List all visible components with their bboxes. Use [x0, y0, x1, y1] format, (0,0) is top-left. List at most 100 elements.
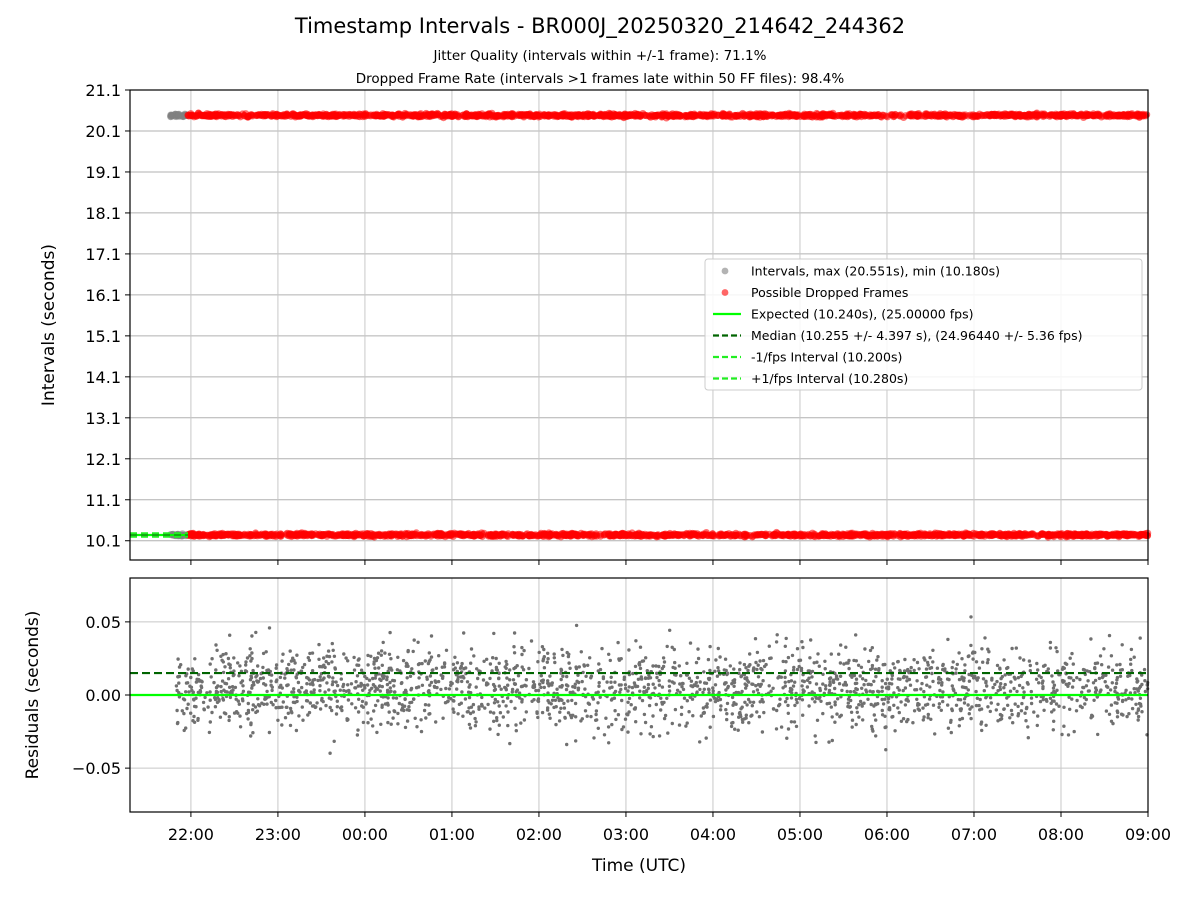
residual-point [1120, 643, 1124, 647]
residual-point [673, 707, 678, 712]
residual-point [899, 700, 903, 704]
residual-point [388, 686, 392, 690]
residual-point [331, 676, 335, 680]
residual-point [657, 734, 662, 738]
residual-point [732, 667, 736, 671]
residual-point [332, 739, 336, 743]
residual-point [482, 659, 486, 663]
residual-point [979, 720, 984, 724]
residual-point [877, 667, 881, 671]
residual-point [565, 742, 569, 747]
residual-point [661, 656, 666, 660]
dropped-frame-point [1121, 531, 1129, 539]
residual-point [995, 663, 1000, 668]
residual-point [396, 722, 400, 726]
residual-point [1026, 725, 1030, 729]
residual-point [256, 664, 260, 668]
residual-point [1012, 686, 1016, 691]
dropped-frame-point [1115, 111, 1123, 119]
residual-point [602, 733, 607, 737]
residual-point [325, 654, 329, 658]
residual-point [586, 701, 590, 705]
dropped-frame-point [559, 110, 567, 118]
residual-point [876, 655, 880, 659]
residual-point [870, 727, 874, 731]
residual-point [548, 716, 552, 720]
residual-point [326, 674, 331, 678]
residual-point [379, 722, 383, 726]
residual-point [453, 666, 457, 670]
residual-point [310, 669, 315, 673]
residual-point [452, 710, 456, 714]
residual-point [227, 715, 231, 719]
residual-point [508, 741, 512, 746]
residual-point [681, 681, 685, 686]
dropped-frame-point [501, 112, 509, 120]
residual-point [241, 684, 245, 688]
residual-point [356, 658, 360, 662]
residual-point [360, 699, 365, 704]
residual-point [685, 661, 689, 665]
residual-point [850, 725, 854, 729]
residual-point [698, 687, 702, 692]
residual-point [560, 647, 564, 652]
y-tick-label: 16.1 [85, 286, 121, 305]
residual-point [633, 664, 638, 669]
residual-point [456, 712, 460, 716]
residual-point [1130, 697, 1134, 701]
residual-point [561, 674, 565, 678]
residual-point [1109, 654, 1114, 658]
y-tick-label: 14.1 [85, 368, 121, 387]
residual-point [790, 653, 795, 658]
dropped-frame-point [877, 113, 886, 121]
residual-point [874, 718, 878, 722]
residual-point [729, 724, 734, 729]
residual-point [301, 665, 305, 670]
residual-point [667, 684, 672, 688]
residual-point [1138, 636, 1142, 640]
residual-point [290, 690, 294, 694]
dropped-frame-point [634, 111, 643, 120]
residual-point [960, 657, 964, 661]
residual-point [1118, 674, 1123, 678]
residual-point [708, 644, 712, 649]
residual-point [801, 645, 805, 650]
residual-point [817, 697, 821, 701]
residual-point [931, 648, 935, 652]
residual-point [917, 708, 922, 712]
residual-point [665, 696, 669, 700]
residual-point [946, 637, 950, 642]
residual-point [444, 686, 448, 691]
dropped-frame-point [908, 532, 916, 540]
dropped-frame-point [229, 532, 237, 540]
residual-point [492, 701, 497, 705]
residual-point [353, 686, 358, 690]
residual-point [783, 680, 787, 684]
residual-point [874, 702, 878, 707]
residual-point [978, 697, 982, 702]
residual-point [1089, 716, 1093, 720]
dropped-frame-point [731, 111, 739, 120]
residual-point [481, 678, 486, 682]
residual-point [844, 683, 849, 687]
residual-point [967, 712, 971, 716]
residual-point [192, 720, 197, 724]
residual-point [512, 645, 516, 649]
residual-point [1143, 679, 1147, 683]
residual-point [417, 676, 421, 680]
residual-point [562, 701, 566, 706]
residual-point [1002, 686, 1006, 690]
dropped-frame-point [476, 531, 484, 540]
residual-point [627, 685, 631, 689]
residual-point [532, 698, 536, 702]
residual-point [427, 651, 431, 655]
residual-point [539, 685, 543, 690]
residual-point [410, 667, 414, 671]
dropped-frame-point [216, 532, 225, 540]
residual-point [626, 700, 630, 704]
residual-point [1029, 701, 1034, 706]
residual-point [401, 658, 406, 663]
residual-point [931, 660, 935, 664]
dropped-frame-point [1138, 531, 1146, 539]
residual-point [537, 650, 541, 655]
